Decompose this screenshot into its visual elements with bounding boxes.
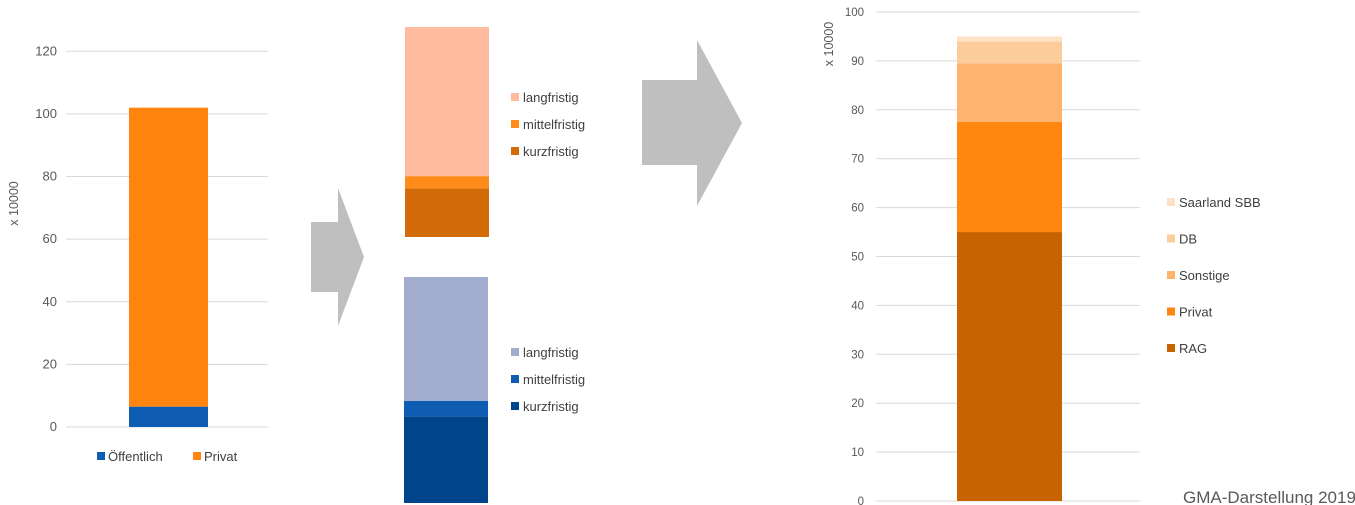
y-tick-label: 40 xyxy=(851,300,864,312)
y-tick-label: 50 xyxy=(851,252,864,264)
legend-swatch xyxy=(1167,344,1175,352)
y-tick-label: 100 xyxy=(35,106,57,121)
y-axis-title: x 10000 xyxy=(7,181,21,226)
legend-swatch xyxy=(1167,307,1175,316)
chart-4-owner-breakdown: 0 10 20 30 40 50 60 70 80 90 100 x 10000 Saarland SB… xyxy=(822,7,1261,505)
legend-swatch xyxy=(511,402,519,410)
y-tick-label: 10 xyxy=(851,447,864,459)
y-tick-label: 120 xyxy=(35,43,57,58)
bar-segment-rag xyxy=(957,232,1062,502)
chart-3-blue-breakdown: langfristig mittelfristig kurzfristig xyxy=(404,277,585,503)
legend-label: RAG xyxy=(1179,341,1207,356)
legend-swatch xyxy=(97,452,105,460)
y-tick-label: 90 xyxy=(851,56,864,68)
y-tick-label: 60 xyxy=(851,203,864,215)
legend-swatch xyxy=(511,348,519,356)
chart-1-total: 0 20 40 60 80 100 120 x 10000 Öffentlich Privat xyxy=(7,43,268,464)
bar-segment-langfristig xyxy=(405,27,489,177)
legend-swatch xyxy=(511,147,519,155)
legend-label: DB xyxy=(1179,232,1197,247)
bar-segment--ffentlich xyxy=(129,406,208,427)
bar-segment-privat xyxy=(957,122,1062,233)
y-tick-label: 80 xyxy=(851,105,864,117)
bar-segment-saarland-sbb xyxy=(957,36,1062,42)
bar-segment-mittelfristig xyxy=(405,176,489,189)
legend-swatch xyxy=(1167,271,1175,279)
legend-swatch xyxy=(193,452,201,460)
legend-label: Öffentlich xyxy=(108,449,163,464)
bar-segment-privat xyxy=(129,107,208,407)
arrow-2-shape xyxy=(642,40,742,206)
legend-label: Saarland SBB xyxy=(1179,195,1261,210)
legend-label: kurzfristig xyxy=(523,144,579,159)
y-tick-label: 0 xyxy=(50,419,57,434)
y-tick-label: 60 xyxy=(43,231,57,246)
legend-label: langfristig xyxy=(523,90,579,105)
credit-text: GMA-Darstellung 2019 xyxy=(1183,488,1355,505)
y-tick-label: 80 xyxy=(43,169,57,184)
legend-label: Sonstige xyxy=(1179,268,1230,283)
bar-segment-db xyxy=(957,41,1062,64)
legend-label: mittelfristig xyxy=(523,372,585,387)
legend-label: langfristig xyxy=(523,345,579,360)
y-tick-label: 30 xyxy=(851,349,864,361)
bar-segment-kurzfristig xyxy=(405,188,489,237)
legend-swatch xyxy=(1167,198,1175,206)
y-tick-label: 20 xyxy=(851,398,864,410)
legend-label: kurzfristig xyxy=(523,399,579,414)
legend-swatch xyxy=(511,120,519,128)
legend-swatch xyxy=(511,375,519,383)
y-tick-label: 70 xyxy=(851,154,864,166)
arrow-1-shape xyxy=(311,188,364,326)
bar-segment-kurzfristig xyxy=(404,416,488,503)
y-axis-title: x 10000 xyxy=(822,22,836,67)
y-tick-label: 0 xyxy=(858,496,864,505)
bar-segment-langfristig xyxy=(404,277,488,401)
legend-label: Privat xyxy=(1179,305,1213,320)
legend-swatch xyxy=(1167,234,1175,243)
legend-swatch xyxy=(511,93,519,101)
bar-segment-mittelfristig xyxy=(404,400,488,417)
y-tick-label: 100 xyxy=(845,7,864,19)
legend-label: Privat xyxy=(204,449,238,464)
y-tick-label: 20 xyxy=(43,356,57,371)
y-tick-label: 40 xyxy=(43,294,57,309)
legend-label: mittelfristig xyxy=(523,117,585,132)
bar-segment-sonstige xyxy=(957,63,1062,123)
chart-2-orange-breakdown: langfristig mittelfristig kurzfristig xyxy=(405,27,585,237)
